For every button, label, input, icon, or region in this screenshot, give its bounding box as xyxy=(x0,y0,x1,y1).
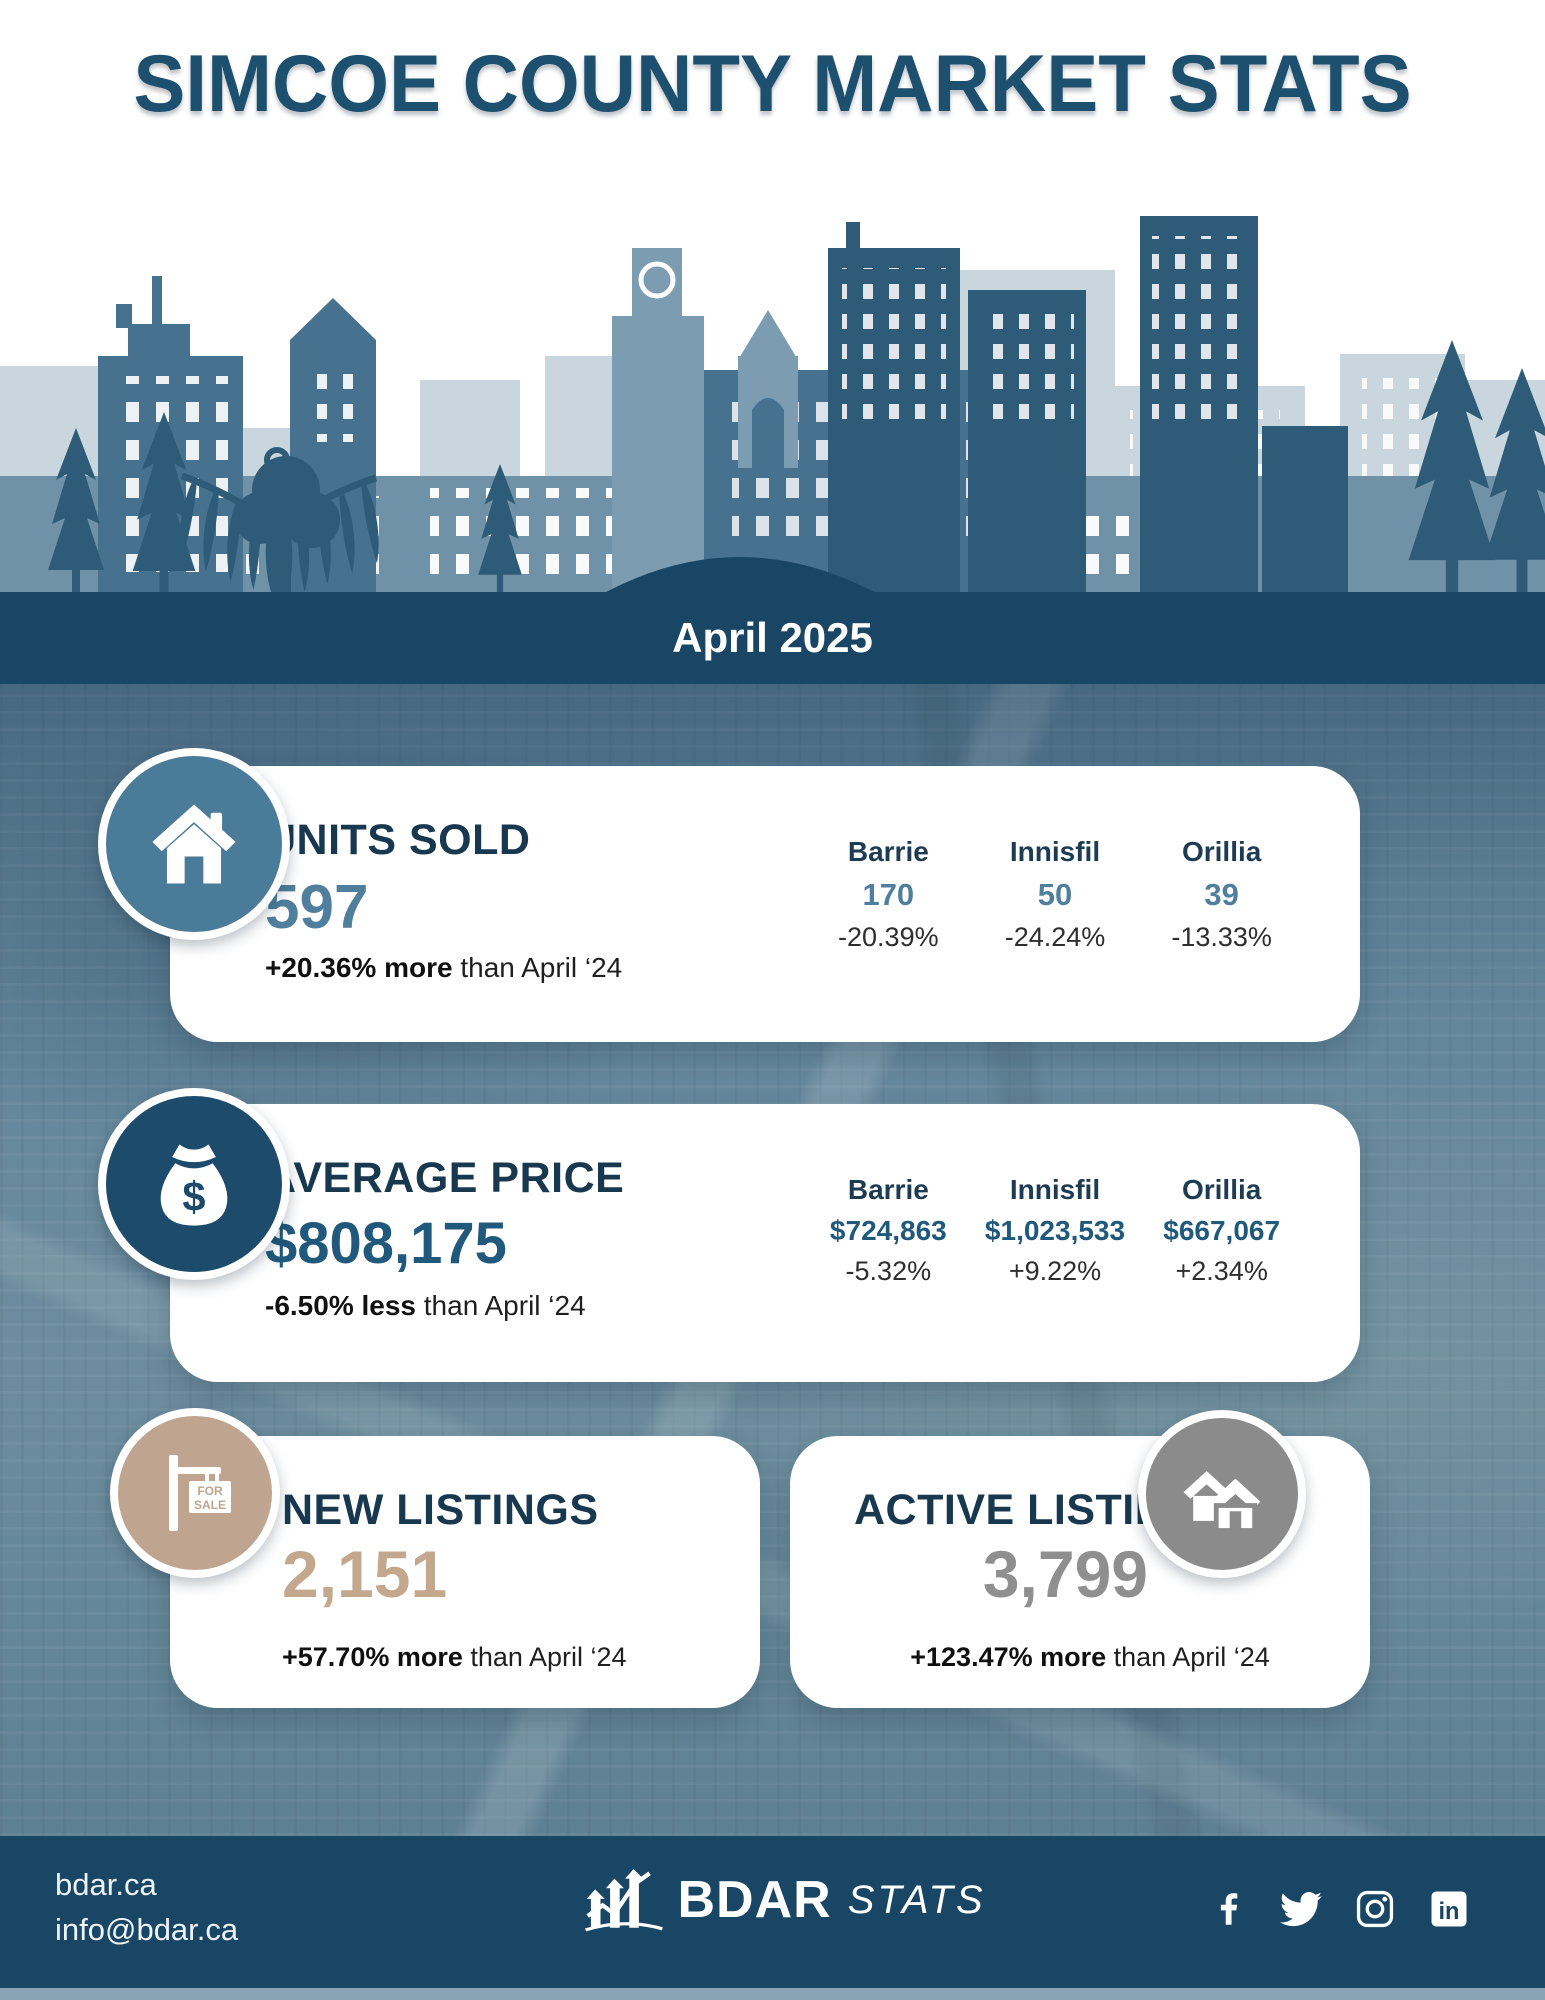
units-sold-value: 597 xyxy=(265,873,369,942)
units-sold-card: UNITS SOLD 597 +20.36% more than April ‘… xyxy=(170,766,1360,1042)
email-link[interactable]: info@bdar.ca xyxy=(55,1912,239,1947)
bdar-stats-logo: BDAR STATS xyxy=(583,1868,985,1932)
average-price-card: AVERAGE PRICE $808,175 -6.50% less than … xyxy=(170,1104,1360,1382)
svg-text:$: $ xyxy=(182,1173,205,1220)
period-banner: April 2025 xyxy=(0,592,1545,684)
units-sold-city-stats: Barrie 170 -20.39% Innisfil 50 -24.24% O… xyxy=(805,836,1305,953)
money-bag-icon: $ xyxy=(98,1088,290,1280)
average-price-label: AVERAGE PRICE xyxy=(265,1154,625,1202)
average-price-value: $808,175 xyxy=(265,1211,507,1276)
instagram-icon[interactable] xyxy=(1354,1888,1396,1930)
brand-suffix: STATS xyxy=(847,1877,986,1922)
city-stat-barrie: Barrie 170 -20.39% xyxy=(838,836,939,952)
active-listings-change: +123.47% more than April ‘24 xyxy=(910,1642,1270,1672)
twitter-icon[interactable] xyxy=(1280,1888,1322,1930)
new-listings-value: 2,151 xyxy=(282,1537,448,1611)
skyline-graphic xyxy=(0,128,1545,608)
new-listings-label: NEW LISTINGS xyxy=(282,1486,599,1534)
new-listings-change: +57.70% more than April ‘24 xyxy=(282,1642,627,1672)
svg-text:in: in xyxy=(1439,1899,1460,1925)
social-links: in xyxy=(1206,1888,1470,1930)
city-stat-orillia: Orillia 39 -13.33% xyxy=(1171,836,1272,952)
brand-name: BDAR xyxy=(677,1871,832,1929)
city-stat-orillia: Orillia $667,067 +2.34% xyxy=(1163,1174,1281,1286)
average-price-change: -6.50% less than April ‘24 xyxy=(265,1290,586,1321)
for-sale-sign-icon: FOR SALE xyxy=(110,1408,280,1578)
page-title: SIMCOE COUNTY MARKET STATS xyxy=(133,37,1412,129)
website-link[interactable]: bdar.ca xyxy=(55,1867,157,1902)
units-sold-change: +20.36% more than April ‘24 xyxy=(265,952,623,983)
city-stat-innisfil: Innisfil $1,023,533 +9.22% xyxy=(984,1174,1126,1286)
footer-contact: bdar.ca info@bdar.ca xyxy=(55,1862,238,1952)
footer: bdar.ca info@bdar.ca BDAR STATS xyxy=(0,1836,1545,1988)
facebook-icon[interactable] xyxy=(1206,1888,1248,1930)
svg-text:SALE: SALE xyxy=(194,1498,226,1512)
average-price-city-stats: Barrie $724,863 -5.32% Innisfil $1,023,5… xyxy=(805,1174,1305,1287)
period-label: April 2025 xyxy=(672,614,873,661)
house-icon xyxy=(98,748,290,940)
city-stat-innisfil: Innisfil 50 -24.24% xyxy=(1004,836,1106,952)
spirit-catcher-icon xyxy=(179,447,379,600)
bottom-strip xyxy=(0,1988,1545,2000)
units-sold-label: UNITS SOLD xyxy=(265,816,531,864)
houses-icon xyxy=(1138,1410,1306,1578)
bdar-chart-houses-icon xyxy=(584,1869,663,1932)
city-skyline-icon xyxy=(0,216,1545,608)
svg-text:FOR: FOR xyxy=(197,1484,223,1498)
city-stat-barrie: Barrie $724,863 -5.32% xyxy=(829,1174,947,1286)
linkedin-icon[interactable]: in xyxy=(1428,1888,1470,1930)
active-listings-value: 3,799 xyxy=(982,1537,1148,1611)
